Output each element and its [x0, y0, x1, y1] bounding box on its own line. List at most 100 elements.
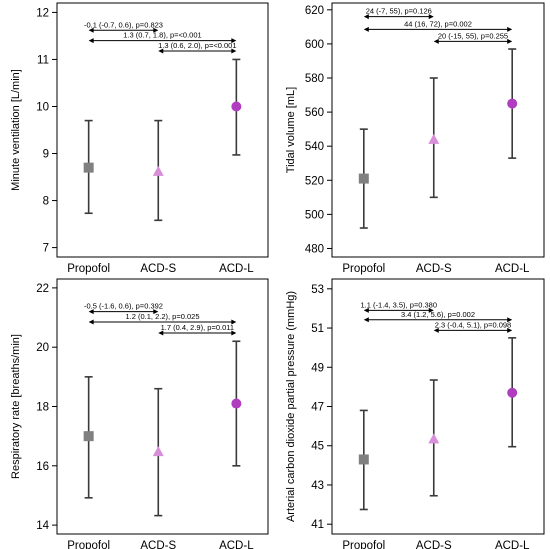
- data-point-acd-s: [152, 119, 164, 222]
- y-tick-label: 22: [36, 283, 49, 295]
- arrow-left-icon: [363, 317, 369, 323]
- comparison-bracket: 1.2 (0.1, 2.2), p=0.025: [88, 312, 237, 325]
- comparison-bracket: 1.3 (0.7, 1.8), p=<0.001: [88, 31, 237, 44]
- data-point-acd-s: [152, 387, 164, 517]
- data-point-propofol: [83, 376, 94, 499]
- comparison-label: 1.1 (-1.4, 3.5), p=0.380: [361, 300, 438, 309]
- y-tick-label: 16: [36, 461, 49, 473]
- chart-panel-4: 41 43 45 47 49 51 53 Arterial carbon dioxide pa…: [285, 278, 545, 549]
- circle-marker-icon: [507, 387, 518, 398]
- x-tick-label: ACD-S: [140, 540, 176, 549]
- arrow-right-icon: [507, 38, 513, 44]
- arrow-right-icon: [507, 327, 513, 333]
- y-tick-label: 500: [305, 209, 324, 221]
- arrow-right-icon: [428, 307, 434, 313]
- y-tick-label: 14: [36, 520, 49, 532]
- square-marker-icon: [358, 173, 369, 184]
- y-tick-label: 580: [305, 73, 324, 85]
- arrow-left-icon: [433, 38, 439, 44]
- arrow-left-icon: [88, 38, 94, 44]
- arrow-right-icon: [153, 27, 159, 33]
- square-marker-icon: [83, 162, 94, 173]
- arrow-left-icon: [363, 307, 369, 313]
- x-tick-label: ACD-S: [140, 263, 176, 275]
- arrow-left-icon: [88, 319, 94, 325]
- data-point-acd-s: [428, 77, 440, 199]
- x-tick-label: ACD-L: [219, 263, 254, 275]
- data-point-acd-s: [428, 379, 440, 497]
- comparison-label: 3.4 (1.2, 5.6), p=0.002: [401, 310, 475, 319]
- arrow-right-icon: [231, 38, 237, 44]
- arrow-left-icon: [363, 14, 369, 20]
- y-tick-label: 49: [311, 362, 324, 374]
- data-point-propofol: [83, 119, 94, 215]
- arrow-right-icon: [231, 330, 237, 336]
- comparison-bracket: 3.4 (1.2, 5.6), p=0.002: [363, 310, 513, 323]
- x-tick-label: ACD-L: [219, 540, 254, 549]
- comparison-bracket: 1.7 (0.4, 2.9), p=0.011: [158, 323, 237, 336]
- y-axis-label: Arterial carbon dioxide partial pressure…: [285, 291, 297, 522]
- comparison-label: -0.1 (-0.7, 0.6), p=0.823: [84, 20, 163, 29]
- comparison-label: 1.2 (0.1, 2.2), p=0.025: [125, 312, 199, 321]
- circle-marker-icon: [507, 98, 518, 109]
- y-axis-label: Respiratory rate [breaths/min]: [10, 334, 22, 479]
- y-tick-label: 540: [305, 141, 324, 153]
- data-point-acd-l: [231, 58, 242, 156]
- circle-marker-icon: [231, 101, 242, 112]
- circle-marker-icon: [231, 398, 242, 409]
- y-tick-label: 8: [43, 196, 49, 208]
- y-tick-label: 11: [37, 54, 49, 66]
- plot-frame: [56, 2, 269, 258]
- y-tick-label: 10: [36, 101, 49, 113]
- x-tick-label: ACD-L: [495, 540, 530, 549]
- comparison-bracket: 1.1 (-1.4, 3.5), p=0.380: [361, 300, 438, 313]
- y-tick-label: 51: [311, 323, 324, 335]
- x-tick-label: Propofol: [67, 540, 110, 549]
- y-tick-label: 53: [311, 284, 324, 296]
- x-tick-label: ACD-S: [416, 540, 452, 549]
- comparison-label: 1.3 (0.6, 2.0), p=<0.001: [158, 41, 236, 50]
- comparison-bracket: 44 (16, 72), p=0.002: [363, 19, 513, 32]
- comparison-label: 20 (-15, 55), p=0.255: [438, 31, 508, 40]
- y-tick-label: 560: [305, 107, 324, 119]
- triangle-marker-icon: [428, 133, 440, 144]
- y-tick-label: 12: [36, 7, 49, 19]
- comparison-label: 24 (-7, 55), p=0.126: [366, 7, 432, 16]
- y-tick-label: 45: [311, 441, 324, 453]
- y-tick-label: 43: [311, 480, 324, 492]
- chart-panel-3: 14 16 18 20 22 Respiratory rate [breaths/min]…: [10, 278, 269, 549]
- y-tick-label: 600: [305, 39, 324, 51]
- arrow-left-icon: [158, 48, 164, 54]
- x-tick-label: Propofol: [342, 540, 385, 549]
- arrow-right-icon: [231, 319, 237, 325]
- arrow-right-icon: [231, 48, 237, 54]
- y-tick-label: 7: [43, 243, 49, 255]
- y-tick-label: 18: [36, 402, 49, 414]
- arrow-left-icon: [158, 330, 164, 336]
- data-point-acd-l: [507, 337, 518, 448]
- triangle-marker-icon: [428, 433, 440, 444]
- comparison-label: 2.3 (-0.4, 5.1), p=0.098: [435, 320, 512, 329]
- y-tick-label: 41: [311, 519, 324, 531]
- x-tick-label: ACD-L: [495, 263, 530, 275]
- y-tick-label: 480: [305, 243, 324, 255]
- triangle-marker-icon: [152, 446, 164, 457]
- y-axis-label: Tidal volume [mL]: [285, 87, 297, 173]
- arrow-right-icon: [507, 26, 513, 32]
- comparison-bracket: -0.1 (-0.7, 0.6), p=0.823: [84, 20, 163, 33]
- comparison-label: -0.5 (-1.6, 0.6), p=0.392: [84, 302, 163, 311]
- comparison-label: 44 (16, 72), p=0.002: [404, 19, 472, 28]
- comparison-label: 1.7 (0.4, 2.9), p=0.011: [161, 323, 234, 332]
- arrow-right-icon: [428, 14, 434, 20]
- square-marker-icon: [83, 431, 94, 442]
- comparison-bracket: 2.3 (-0.4, 5.1), p=0.098: [433, 320, 513, 333]
- y-tick-label: 520: [305, 175, 324, 187]
- comparison-bracket: 1.3 (0.6, 2.0), p=<0.001: [158, 41, 237, 54]
- y-axis-label: Minute ventilation [L/min]: [10, 69, 22, 191]
- y-tick-label: 47: [311, 402, 324, 414]
- arrow-left-icon: [88, 309, 94, 315]
- square-marker-icon: [358, 454, 369, 465]
- arrow-right-icon: [153, 309, 159, 315]
- chart-panel-2: 480 500 520 540 560 580 600 620 Tidal volume [mL…: [285, 2, 545, 275]
- y-tick-label: 9: [43, 149, 49, 161]
